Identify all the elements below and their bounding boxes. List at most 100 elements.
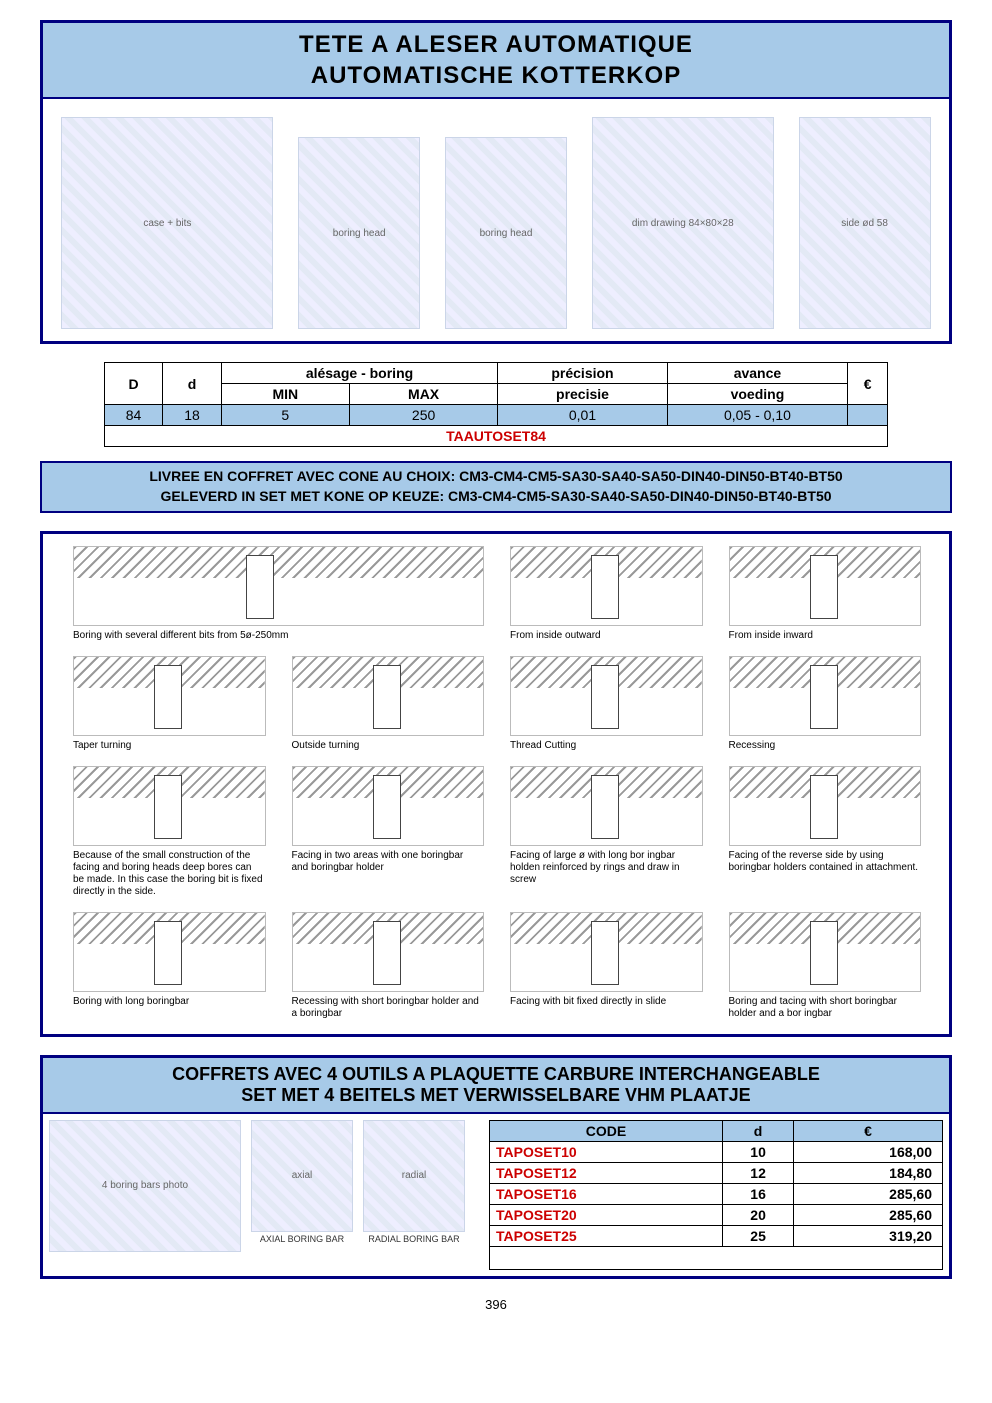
spec-table: D d alésage - boring précision avance € …: [104, 362, 888, 447]
operation-caption: Recessing: [729, 740, 920, 752]
tools-table: CODE d € TAPOSET1010168,00TAPOSET1212184…: [489, 1120, 943, 1270]
tools-cell-code: TAPOSET10: [490, 1141, 723, 1162]
tools-row: TAPOSET2525319,20: [490, 1225, 943, 1246]
tools-cell-price: 184,80: [794, 1162, 943, 1183]
tools-images: 4 boring bars photo axial AXIAL BORING B…: [49, 1120, 479, 1270]
cell-price: [848, 405, 888, 426]
tools-col-price: €: [794, 1120, 943, 1141]
operation-caption: Taper turning: [73, 740, 264, 752]
tools-panel: COFFRETS AVEC 4 OUTILS A PLAQUETTE CARBU…: [40, 1055, 952, 1279]
tools-cell-price: 168,00: [794, 1141, 943, 1162]
col-precision: précision: [498, 363, 667, 384]
col-d: d: [163, 363, 221, 405]
tools-cell-price: 285,60: [794, 1204, 943, 1225]
operation-caption: Facing of large ø with long bor ingbar h…: [510, 850, 701, 886]
col-D: D: [104, 363, 162, 405]
radial-bar-label: RADIAL BORING BAR: [363, 1234, 465, 1244]
tools-header: COFFRETS AVEC 4 OUTILS A PLAQUETTE CARBU…: [43, 1058, 949, 1114]
tools-cell-code: TAPOSET25: [490, 1225, 723, 1246]
tools-cell-d: 12: [723, 1162, 794, 1183]
operation-drawing: [73, 546, 484, 626]
delivery-box: LIVREE EN COFFRET AVEC CONE AU CHOIX: CM…: [40, 461, 952, 512]
operation-item: Taper turning: [73, 656, 264, 752]
tools-header-row: CODE d €: [490, 1120, 943, 1141]
tools-row: TAPOSET1212184,80: [490, 1162, 943, 1183]
tools-lower: 4 boring bars photo axial AXIAL BORING B…: [43, 1114, 949, 1276]
operation-caption: Boring with several different bits from …: [73, 630, 482, 642]
operation-item: Boring and tacing with short boringbar h…: [729, 912, 920, 1020]
tools-row: TAPOSET1616285,60: [490, 1183, 943, 1204]
cell-precision: 0,01: [498, 405, 667, 426]
operation-item: Outside turning: [292, 656, 483, 752]
tools-title-1: COFFRETS AVEC 4 OUTILS A PLAQUETTE CARBU…: [47, 1064, 945, 1085]
tools-cell-d: 25: [723, 1225, 794, 1246]
operation-item: Facing with bit fixed directly in slide: [510, 912, 701, 1020]
axial-bar-drawing: axial: [251, 1120, 353, 1232]
operation-drawing: [729, 766, 922, 846]
operation-drawing: [73, 912, 266, 992]
col-precision2: precisie: [498, 384, 667, 405]
col-max: MAX: [349, 384, 497, 405]
operation-caption: Thread Cutting: [510, 740, 701, 752]
radial-bar-drawing: radial: [363, 1120, 465, 1232]
operation-caption: Recessing with short boringbar holder an…: [292, 996, 483, 1020]
tools-title-2: SET MET 4 BEITELS MET VERWISSELBARE VHM …: [47, 1085, 945, 1106]
operation-item: Boring with several different bits from …: [73, 546, 482, 642]
tools-table-wrap: CODE d € TAPOSET1010168,00TAPOSET1212184…: [489, 1120, 943, 1270]
product-image-case: case + bits: [61, 117, 273, 329]
operation-caption: Facing of the reverse side by using bori…: [729, 850, 920, 874]
cell-max: 250: [349, 405, 497, 426]
operation-item: Recessing: [729, 656, 920, 752]
tools-row: TAPOSET1010168,00: [490, 1141, 943, 1162]
operation-caption: From inside outward: [510, 630, 701, 642]
cell-D: 84: [104, 405, 162, 426]
product-image-row: case + bits boring head boring head dim …: [43, 99, 949, 341]
tools-row: TAPOSET2020285,60: [490, 1204, 943, 1225]
tools-cell-d: 16: [723, 1183, 794, 1204]
col-boring-group: alésage - boring: [221, 363, 498, 384]
delivery-line-2: GELEVERD IN SET MET KONE OP KEUZE: CM3-C…: [48, 487, 944, 507]
tools-cell-price: 319,20: [794, 1225, 943, 1246]
main-panel: TETE A ALESER AUTOMATIQUE AUTOMATISCHE K…: [40, 20, 952, 344]
operation-drawing: [510, 546, 703, 626]
operation-item: From inside outward: [510, 546, 701, 642]
product-image-head-1: boring head: [298, 137, 420, 329]
spec-header-row-2: MIN MAX precisie voeding: [104, 384, 887, 405]
operation-caption: Because of the small construction of the…: [73, 850, 264, 898]
tools-cell-d: 20: [723, 1204, 794, 1225]
spec-code-row: TAAUTOSET84: [104, 426, 887, 447]
tools-cell-price: 285,60: [794, 1183, 943, 1204]
operation-drawing: [292, 766, 485, 846]
operation-caption: Facing in two areas with one boringbar a…: [292, 850, 483, 874]
spec-code: TAAUTOSET84: [104, 426, 887, 447]
axial-bar-label: AXIAL BORING BAR: [251, 1234, 353, 1244]
operation-item: Facing of the reverse side by using bori…: [729, 766, 920, 898]
spec-data-row: 84 18 5 250 0,01 0,05 - 0,10: [104, 405, 887, 426]
operation-drawing: [73, 656, 266, 736]
product-image-side: side ød 58: [799, 117, 931, 329]
tools-cell-code: TAPOSET16: [490, 1183, 723, 1204]
tools-col-code: CODE: [490, 1120, 723, 1141]
operations-panel: Boring with several different bits from …: [40, 531, 952, 1037]
product-image-dimensioned: dim drawing 84×80×28: [592, 117, 774, 329]
operation-item: Recessing with short boringbar holder an…: [292, 912, 483, 1020]
operation-drawing: [729, 912, 922, 992]
operation-item: From inside inward: [729, 546, 920, 642]
operation-item: Because of the small construction of the…: [73, 766, 264, 898]
operation-drawing: [729, 546, 922, 626]
operation-drawing: [510, 912, 703, 992]
cell-d: 18: [163, 405, 221, 426]
col-price: €: [848, 363, 888, 405]
spec-header-row-1: D d alésage - boring précision avance €: [104, 363, 887, 384]
page-number: 396: [40, 1297, 952, 1312]
operation-drawing: [729, 656, 922, 736]
tools-photo: 4 boring bars photo: [49, 1120, 241, 1252]
operation-item: Facing of large ø with long bor ingbar h…: [510, 766, 701, 898]
col-advance: avance: [667, 363, 848, 384]
product-image-head-2: boring head: [445, 137, 567, 329]
operation-drawing: [510, 766, 703, 846]
delivery-line-1: LIVREE EN COFFRET AVEC CONE AU CHOIX: CM…: [48, 467, 944, 487]
operation-drawing: [510, 656, 703, 736]
cell-advance: 0,05 - 0,10: [667, 405, 848, 426]
title-line-2: AUTOMATISCHE KOTTERKOP: [47, 60, 945, 91]
